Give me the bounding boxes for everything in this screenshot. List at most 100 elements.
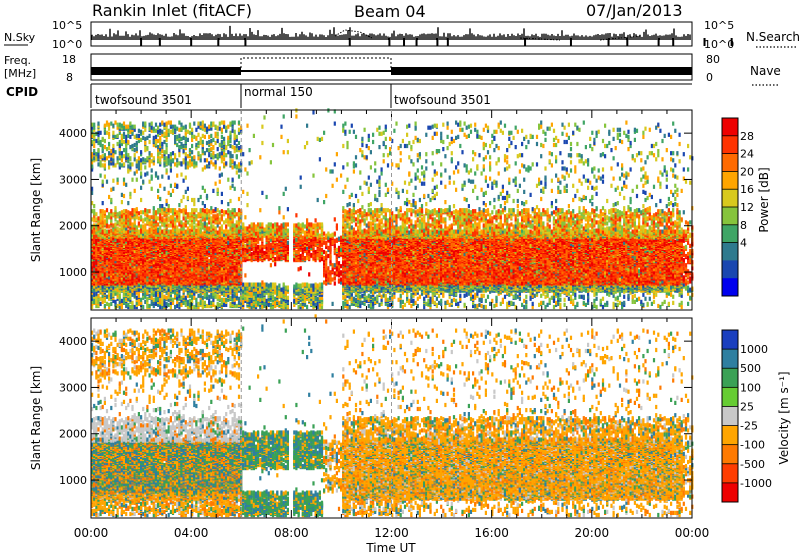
- data-cell: [216, 147, 219, 152]
- data-cell: [93, 204, 96, 209]
- data-cell: [142, 210, 145, 215]
- data-cell: [125, 138, 128, 144]
- data-cell: [159, 147, 162, 152]
- data-cell: [225, 210, 228, 215]
- data-cell: [135, 225, 138, 230]
- data-cell: [116, 156, 119, 161]
- data-cell: [101, 163, 104, 168]
- data-cell: [154, 219, 158, 224]
- data-cell: [171, 151, 175, 156]
- data-cell: [148, 126, 151, 131]
- data-cell: [157, 148, 160, 153]
- data-cell: [165, 250, 168, 256]
- data-cell: [101, 216, 104, 221]
- data-cell: [161, 149, 164, 154]
- data-cell: [103, 123, 106, 128]
- data-cell: [116, 212, 119, 217]
- data-cell: [118, 217, 121, 222]
- data-cell: [146, 135, 149, 140]
- data-cell: [97, 121, 100, 126]
- nsky-tick-bottom: 10^0: [52, 38, 82, 51]
- data-cell: [118, 151, 121, 156]
- data-cell: [135, 147, 138, 152]
- data-cell: [208, 294, 211, 299]
- data-cell: [105, 294, 109, 299]
- data-cell: [208, 161, 211, 166]
- data-cell: [108, 229, 111, 234]
- data-cell: [148, 122, 151, 127]
- data-cell: [120, 210, 123, 215]
- data-cell: [101, 232, 104, 237]
- data-cell: [210, 153, 213, 158]
- data-cell: [167, 128, 170, 133]
- data-cell: [103, 258, 106, 263]
- nsky-panel: N.Sky 10^5 10^0 10^5 10^0 N.Search: [4, 19, 800, 51]
- data-cell: [191, 127, 194, 132]
- data-cell: [220, 191, 223, 196]
- data-cell: [120, 192, 123, 197]
- data-cell: [154, 122, 158, 127]
- data-cell: [154, 232, 158, 237]
- data-cell: [169, 158, 172, 163]
- data-cell: [186, 161, 189, 166]
- data-cell: [103, 174, 106, 179]
- data-cell: [148, 133, 151, 138]
- data-cell: [216, 213, 219, 218]
- data-cell: [163, 156, 166, 161]
- data-cell: [225, 153, 228, 158]
- data-cell: [108, 131, 111, 136]
- data-cell: [142, 304, 145, 310]
- data-cell: [195, 135, 198, 140]
- data-cell: [205, 140, 209, 146]
- data-cell: [129, 211, 132, 216]
- data-cell: [176, 303, 179, 309]
- data-cell: [133, 142, 136, 148]
- data-cell: [144, 136, 147, 141]
- data-cell: [99, 218, 102, 223]
- data-cell: [125, 226, 128, 231]
- data-cell: [169, 223, 172, 228]
- data-cell: [103, 156, 106, 161]
- data-cell: [118, 130, 121, 135]
- data-cell: [110, 232, 113, 237]
- data-cell: [223, 162, 226, 167]
- data-cell: [103, 210, 106, 215]
- data-cell: [150, 168, 153, 173]
- data-cell: [167, 216, 170, 221]
- data-cell: [142, 157, 145, 162]
- nsearch-line: [334, 29, 641, 41]
- data-cell: [165, 150, 168, 155]
- data-cell: [212, 145, 215, 150]
- data-cell: [144, 140, 147, 146]
- data-cell: [129, 162, 132, 167]
- data-cell: [120, 158, 123, 163]
- data-cell: [223, 140, 226, 146]
- data-cell: [95, 217, 98, 222]
- data-cell: [188, 159, 192, 164]
- data-cell: [131, 146, 134, 151]
- data-cell: [127, 210, 130, 215]
- data-cell: [108, 151, 111, 156]
- nave-line: [240, 57, 392, 68]
- data-cell: [159, 196, 162, 202]
- data-cell: [201, 295, 204, 300]
- data-cell: [157, 152, 160, 157]
- data-cell: [157, 194, 160, 200]
- data-cell: [131, 143, 134, 149]
- data-cell: [110, 235, 113, 240]
- data-cell: [122, 148, 126, 153]
- data-cell: [171, 297, 175, 302]
- data-cell: [157, 232, 160, 237]
- data-cell: [157, 129, 160, 134]
- data-cell: [205, 208, 209, 213]
- data-cell: [163, 232, 166, 237]
- data-cell: [114, 206, 117, 211]
- data-cell: [184, 295, 187, 300]
- data-cell: [144, 299, 147, 304]
- data-cell: [91, 129, 94, 134]
- data-cell: [212, 151, 215, 156]
- data-cell: [97, 148, 100, 153]
- data-cell: [203, 151, 206, 156]
- data-cell: [148, 162, 151, 167]
- data-cell: [150, 153, 153, 158]
